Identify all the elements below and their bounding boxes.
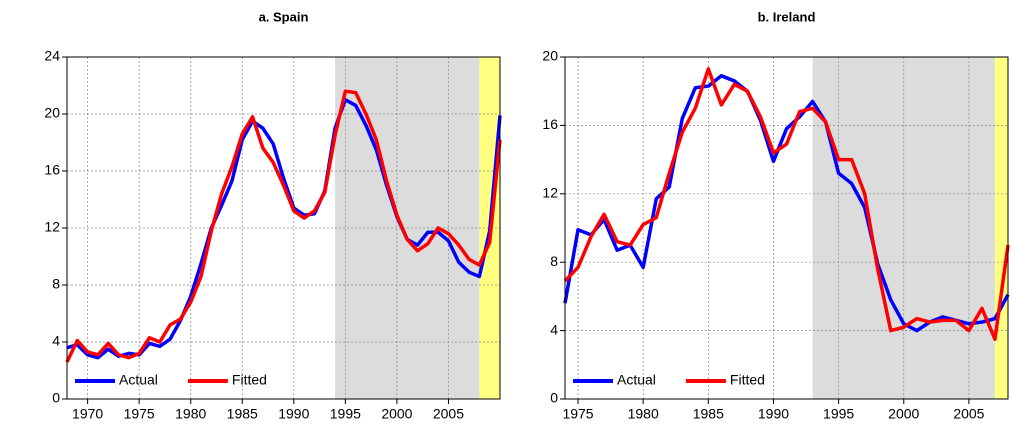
legend-label: Actual xyxy=(119,372,158,388)
y-tick-label: 0 xyxy=(52,390,60,406)
y-tick-label: 8 xyxy=(550,253,558,269)
shaded-region xyxy=(812,57,995,399)
y-tick-label: 4 xyxy=(550,321,558,337)
x-tick-label: 1980 xyxy=(175,406,206,422)
x-tick-label: 1985 xyxy=(227,406,258,422)
y-tick-label: 20 xyxy=(542,48,558,64)
x-tick-label: 1970 xyxy=(72,406,103,422)
plot-border xyxy=(66,56,501,400)
x-tick-label: 1975 xyxy=(124,406,155,422)
y-tick-label: 0 xyxy=(550,390,558,406)
plot-border xyxy=(564,56,1009,400)
x-tick-label: 1985 xyxy=(693,406,724,422)
y-tick-label: 12 xyxy=(542,185,558,201)
x-tick-label: 1980 xyxy=(628,406,659,422)
y-tick-label: 16 xyxy=(44,162,60,178)
chart-title: b. Ireland xyxy=(758,9,816,24)
y-tick-label: 8 xyxy=(52,276,60,292)
data-line xyxy=(65,89,502,363)
x-tick-label: 2000 xyxy=(381,406,412,422)
shaded-region xyxy=(994,57,1008,399)
legend-label: Fitted xyxy=(232,372,267,388)
x-tick-label: 1990 xyxy=(758,406,789,422)
x-tick-label: 1990 xyxy=(278,406,309,422)
y-tick-label: 24 xyxy=(44,48,60,64)
y-tick-label: 4 xyxy=(52,333,60,349)
x-tick-label: 1995 xyxy=(823,406,854,422)
x-tick-label: 2005 xyxy=(953,406,984,422)
x-tick-label: 2005 xyxy=(433,406,464,422)
x-tick-label: 1995 xyxy=(330,406,361,422)
y-tick-label: 20 xyxy=(44,105,60,121)
legend-label: Fitted xyxy=(730,372,765,388)
x-tick-label: 2000 xyxy=(888,406,919,422)
y-tick-label: 12 xyxy=(44,219,60,235)
x-tick-label: 1975 xyxy=(562,406,593,422)
chart-title: a. Spain xyxy=(259,9,309,24)
legend-label: Actual xyxy=(617,372,656,388)
y-tick-label: 16 xyxy=(542,116,558,132)
data-line xyxy=(563,67,1010,341)
